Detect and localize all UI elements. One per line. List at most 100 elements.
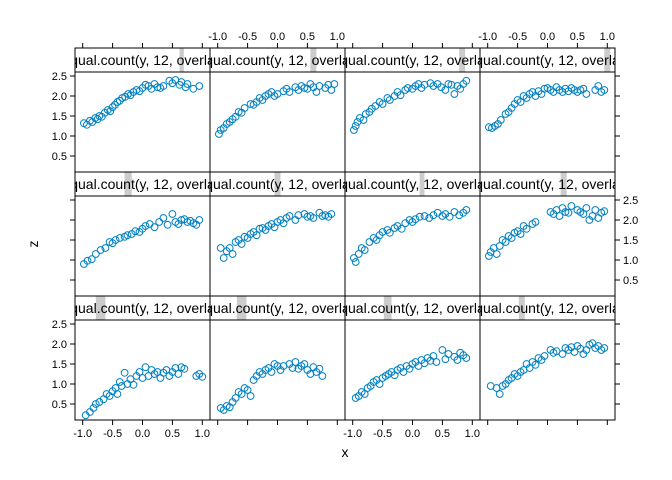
data-point bbox=[561, 208, 570, 216]
y-tick-label: 1.5 bbox=[52, 359, 67, 371]
data-point bbox=[455, 211, 464, 220]
strip-shingle-marker bbox=[383, 296, 392, 320]
y-tick-label: 1.0 bbox=[52, 131, 67, 143]
data-point bbox=[106, 107, 115, 116]
data-point bbox=[350, 254, 358, 262]
data-point bbox=[522, 224, 531, 233]
axes: -1.0 -0.5 0.0 0.5 1.0 -1.0 -0.5 0.0 0.5 1.0 -1.0 -0… bbox=[52, 31, 639, 440]
data-point bbox=[327, 210, 336, 218]
data-point bbox=[215, 130, 223, 138]
x-tick-label: 0.5 bbox=[300, 31, 315, 43]
data-point bbox=[219, 254, 228, 262]
data-point bbox=[396, 91, 405, 100]
y-tick-label: 0.5 bbox=[52, 399, 67, 411]
data-point bbox=[95, 398, 104, 406]
data-point bbox=[155, 218, 164, 226]
data-point bbox=[351, 258, 360, 266]
data-point bbox=[371, 102, 380, 110]
data-point bbox=[485, 123, 493, 132]
data-point bbox=[582, 204, 591, 212]
y-tick-label: 2.5 bbox=[623, 195, 638, 207]
panel: equal.count(y, 12, overlap bbox=[62, 295, 222, 421]
data-point bbox=[195, 82, 204, 90]
strip-label: equal.count(y, 12, overlap bbox=[197, 300, 357, 316]
data-point bbox=[174, 370, 183, 378]
data-point bbox=[415, 212, 424, 221]
data-point bbox=[108, 103, 117, 112]
data-point bbox=[420, 80, 429, 89]
data-point bbox=[171, 364, 180, 372]
strip-label: equal.count(y, 12, overlap bbox=[62, 52, 222, 68]
strip-shingle-marker bbox=[604, 48, 611, 72]
y-tick-label: 1.0 bbox=[623, 255, 638, 267]
strip-shingle-marker bbox=[95, 296, 106, 320]
y-tick-label: 2.0 bbox=[52, 91, 67, 103]
strip-background bbox=[75, 172, 210, 196]
y-tick-label: 2.5 bbox=[52, 71, 67, 83]
data-point bbox=[150, 223, 159, 232]
data-point bbox=[594, 214, 603, 222]
data-point bbox=[234, 108, 243, 116]
panel: equal.count(y, 12, overlap bbox=[74, 171, 211, 297]
data-point bbox=[291, 358, 300, 366]
data-point bbox=[383, 94, 392, 102]
data-point bbox=[411, 215, 420, 224]
data-point bbox=[438, 346, 447, 354]
data-point bbox=[441, 355, 450, 364]
data-point bbox=[252, 231, 261, 240]
strip-shingle-marker bbox=[419, 172, 425, 196]
data-point bbox=[168, 210, 177, 218]
strip-shingle-marker bbox=[459, 48, 466, 72]
data-point bbox=[531, 218, 540, 226]
data-point bbox=[216, 244, 225, 252]
data-point bbox=[375, 380, 384, 388]
data-point bbox=[401, 86, 410, 94]
strip-background bbox=[210, 296, 345, 320]
x-tick-label: 1.0 bbox=[600, 31, 615, 43]
strip-label: equal.count(y, 12, overlap bbox=[467, 176, 627, 192]
x-tick-label: -0.5 bbox=[508, 31, 527, 43]
data-point bbox=[354, 250, 363, 258]
data-point bbox=[115, 378, 124, 386]
data-point bbox=[437, 83, 446, 92]
strip-background bbox=[75, 48, 210, 72]
data-point bbox=[129, 380, 138, 389]
strip-shingle-marker bbox=[518, 296, 525, 320]
panel: equal.count(y, 12, overlap bbox=[344, 295, 481, 421]
data-point bbox=[237, 240, 246, 248]
data-point bbox=[445, 212, 454, 221]
data-point bbox=[123, 231, 132, 240]
x-tick-label: 1.0 bbox=[195, 428, 210, 440]
data-point bbox=[441, 86, 450, 94]
strip-shingle-marker bbox=[274, 172, 281, 196]
data-point bbox=[360, 246, 369, 254]
data-point bbox=[198, 372, 207, 381]
strip-background bbox=[345, 172, 480, 196]
strip-shingle-marker bbox=[560, 172, 567, 196]
strip-background bbox=[480, 172, 615, 196]
y-tick-label: 2.5 bbox=[52, 319, 67, 331]
strip-background bbox=[480, 296, 615, 320]
data-point bbox=[516, 98, 525, 106]
panel-border bbox=[209, 195, 346, 297]
data-point bbox=[350, 126, 358, 134]
panel-border bbox=[344, 195, 481, 297]
data-point bbox=[429, 82, 438, 90]
data-point bbox=[300, 84, 309, 92]
strip-background bbox=[480, 48, 615, 72]
data-point bbox=[159, 214, 168, 222]
data-point bbox=[131, 227, 140, 236]
y-tick-label: 1.5 bbox=[623, 235, 638, 247]
strip-label: equal.count(y, 12, overlap bbox=[62, 300, 222, 316]
data-point bbox=[228, 250, 237, 258]
x-tick-label: -1.0 bbox=[73, 428, 92, 440]
data-point bbox=[429, 211, 438, 220]
y-tick-label: 0.5 bbox=[623, 275, 638, 287]
strip-shingle-marker bbox=[310, 48, 317, 72]
data-point bbox=[540, 84, 549, 93]
panel: equal.count(y, 12, overlap bbox=[344, 47, 481, 173]
data-point bbox=[267, 368, 276, 376]
data-point bbox=[462, 76, 471, 85]
data-point bbox=[555, 212, 564, 220]
data-point bbox=[425, 214, 434, 222]
